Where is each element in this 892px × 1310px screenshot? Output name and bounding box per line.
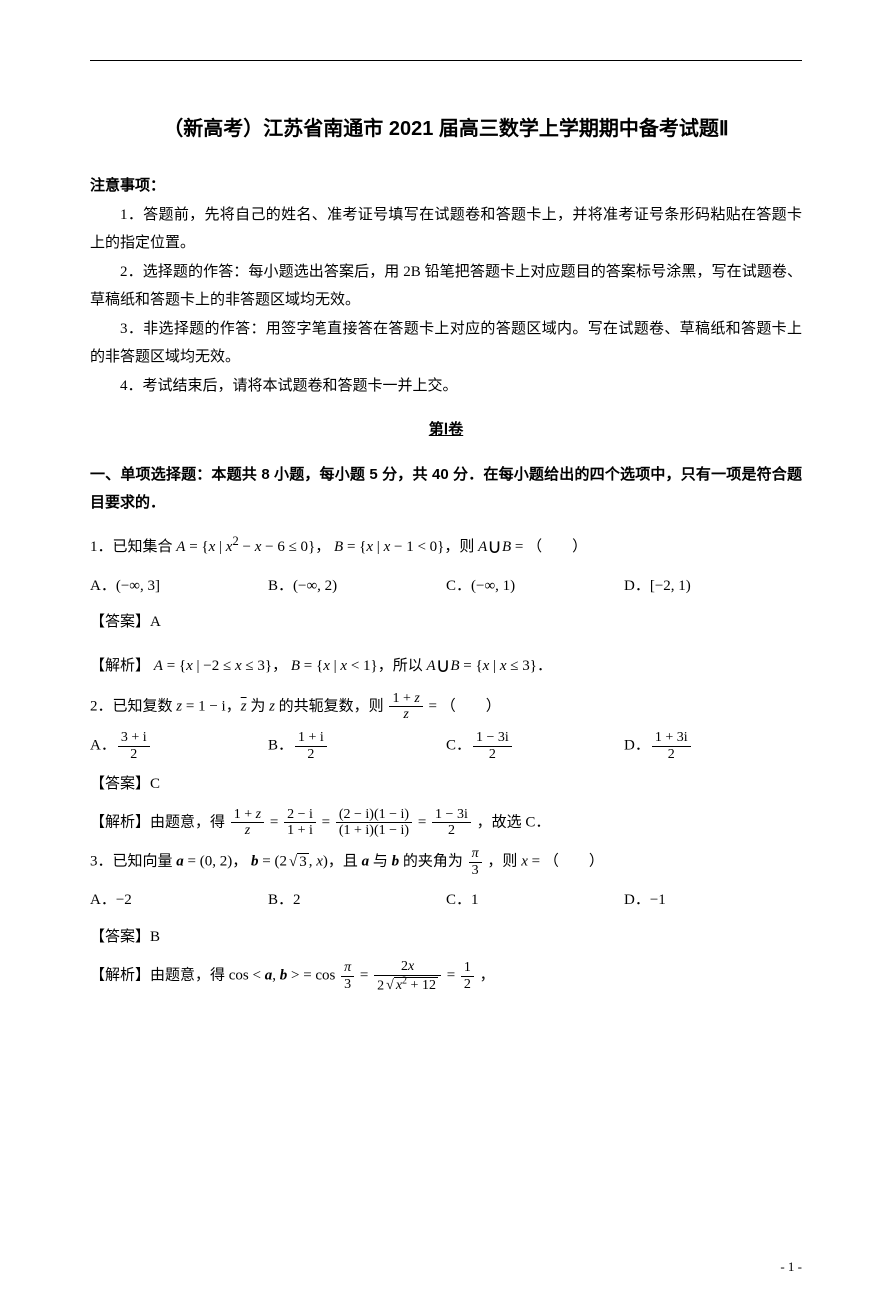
q2-answer: 【答案】C [90, 770, 802, 799]
q1-opt-d: D．[−2, 1) [624, 572, 802, 601]
q2-stem-pre: 2．已知复数 [90, 698, 176, 714]
top-rule [90, 60, 802, 61]
q1-stem-post: （ ） [527, 539, 587, 555]
q3-opt-c: C．1 [446, 886, 624, 915]
q3-stem-pre: 3．已知向量 [90, 854, 176, 870]
q3-stem-post: （ ） [544, 854, 604, 870]
q1-options: A．(−∞, 3] B．(−∞, 2) C．(−∞, 1) D．[−2, 1) [90, 572, 802, 601]
q2-stem-post: （ ） [441, 698, 501, 714]
q3-options: A．−2 B．2 C．1 D．−1 [90, 886, 802, 915]
q1-analysis: 【解析】 A = {x | −2 ≤ x ≤ 3}， B = {x | x < … [90, 645, 802, 683]
q1-math: A [176, 539, 185, 555]
notice-item: 4．考试结束后，请将本试题卷和答题卡一并上交。 [90, 372, 802, 401]
volume-title: 第Ⅰ卷 [90, 416, 802, 445]
q1-opt-b: B．(−∞, 2) [268, 572, 446, 601]
q3-opt-a: A．−2 [90, 886, 268, 915]
q2-options: A．3 + i2 B．1 + i2 C．1 − 3i2 D．1 + 3i2 [90, 730, 802, 762]
q2-opt-c: C．1 − 3i2 [446, 730, 624, 762]
q1-answer: 【答案】A [90, 608, 802, 637]
q2-opt-a: A．3 + i2 [90, 730, 268, 762]
notice-block: 注意事项： 1．答题前，先将自己的姓名、准考证号填写在试题卷和答题卡上，并将准考… [90, 172, 802, 400]
q3-answer: 【答案】B [90, 923, 802, 952]
q1-stem-pre: 1．已知集合 [90, 539, 176, 555]
notice-item: 3．非选择题的作答：用签字笔直接答在答题卡上对应的答题区域内。写在试题卷、草稿纸… [90, 315, 802, 372]
section-instruction: 一、单项选择题：本题共 8 小题，每小题 5 分，共 40 分．在每小题给出的四… [90, 461, 802, 518]
q2-analysis: 【解析】由题意，得 1 + zz = 2 − i1 + i = (2 − i)(… [90, 807, 802, 839]
notice-item: 1．答题前，先将自己的姓名、准考证号填写在试题卷和答题卡上，并将准考证号条形码粘… [90, 201, 802, 258]
document-title: （新高考）江苏省南通市 2021 届高三数学上学期期中备考试题Ⅱ [90, 110, 802, 148]
q2-opt-b: B．1 + i2 [268, 730, 446, 762]
q2-stem: 2．已知复数 z = 1 − i，z 为 z 的共轭复数，则 1 + zz = … [90, 691, 802, 723]
q1-opt-c: C．(−∞, 1) [446, 572, 624, 601]
q3-analysis: 【解析】由题意，得 cos < a, b > = cos π3 = 2x2x2 … [90, 959, 802, 993]
q1-stem: 1．已知集合 A = {x | x2 − x − 6 ≤ 0}， B = {x … [90, 526, 802, 564]
page-number: - 1 - [780, 1255, 802, 1280]
q3-opt-d: D．−1 [624, 886, 802, 915]
notice-item: 2．选择题的作答：每小题选出答案后，用 2B 铅笔把答题卡上对应题目的答案标号涂… [90, 258, 802, 315]
q1-opt-a: A．(−∞, 3] [90, 572, 268, 601]
q2-opt-d: D．1 + 3i2 [624, 730, 802, 762]
q3-stem: 3．已知向量 a = (0, 2)， b = (23, x)，且 a 与 b 的… [90, 846, 802, 878]
page: （新高考）江苏省南通市 2021 届高三数学上学期期中备考试题Ⅱ 注意事项： 1… [0, 0, 892, 1310]
q3-opt-b: B．2 [268, 886, 446, 915]
notice-header: 注意事项： [90, 172, 802, 201]
